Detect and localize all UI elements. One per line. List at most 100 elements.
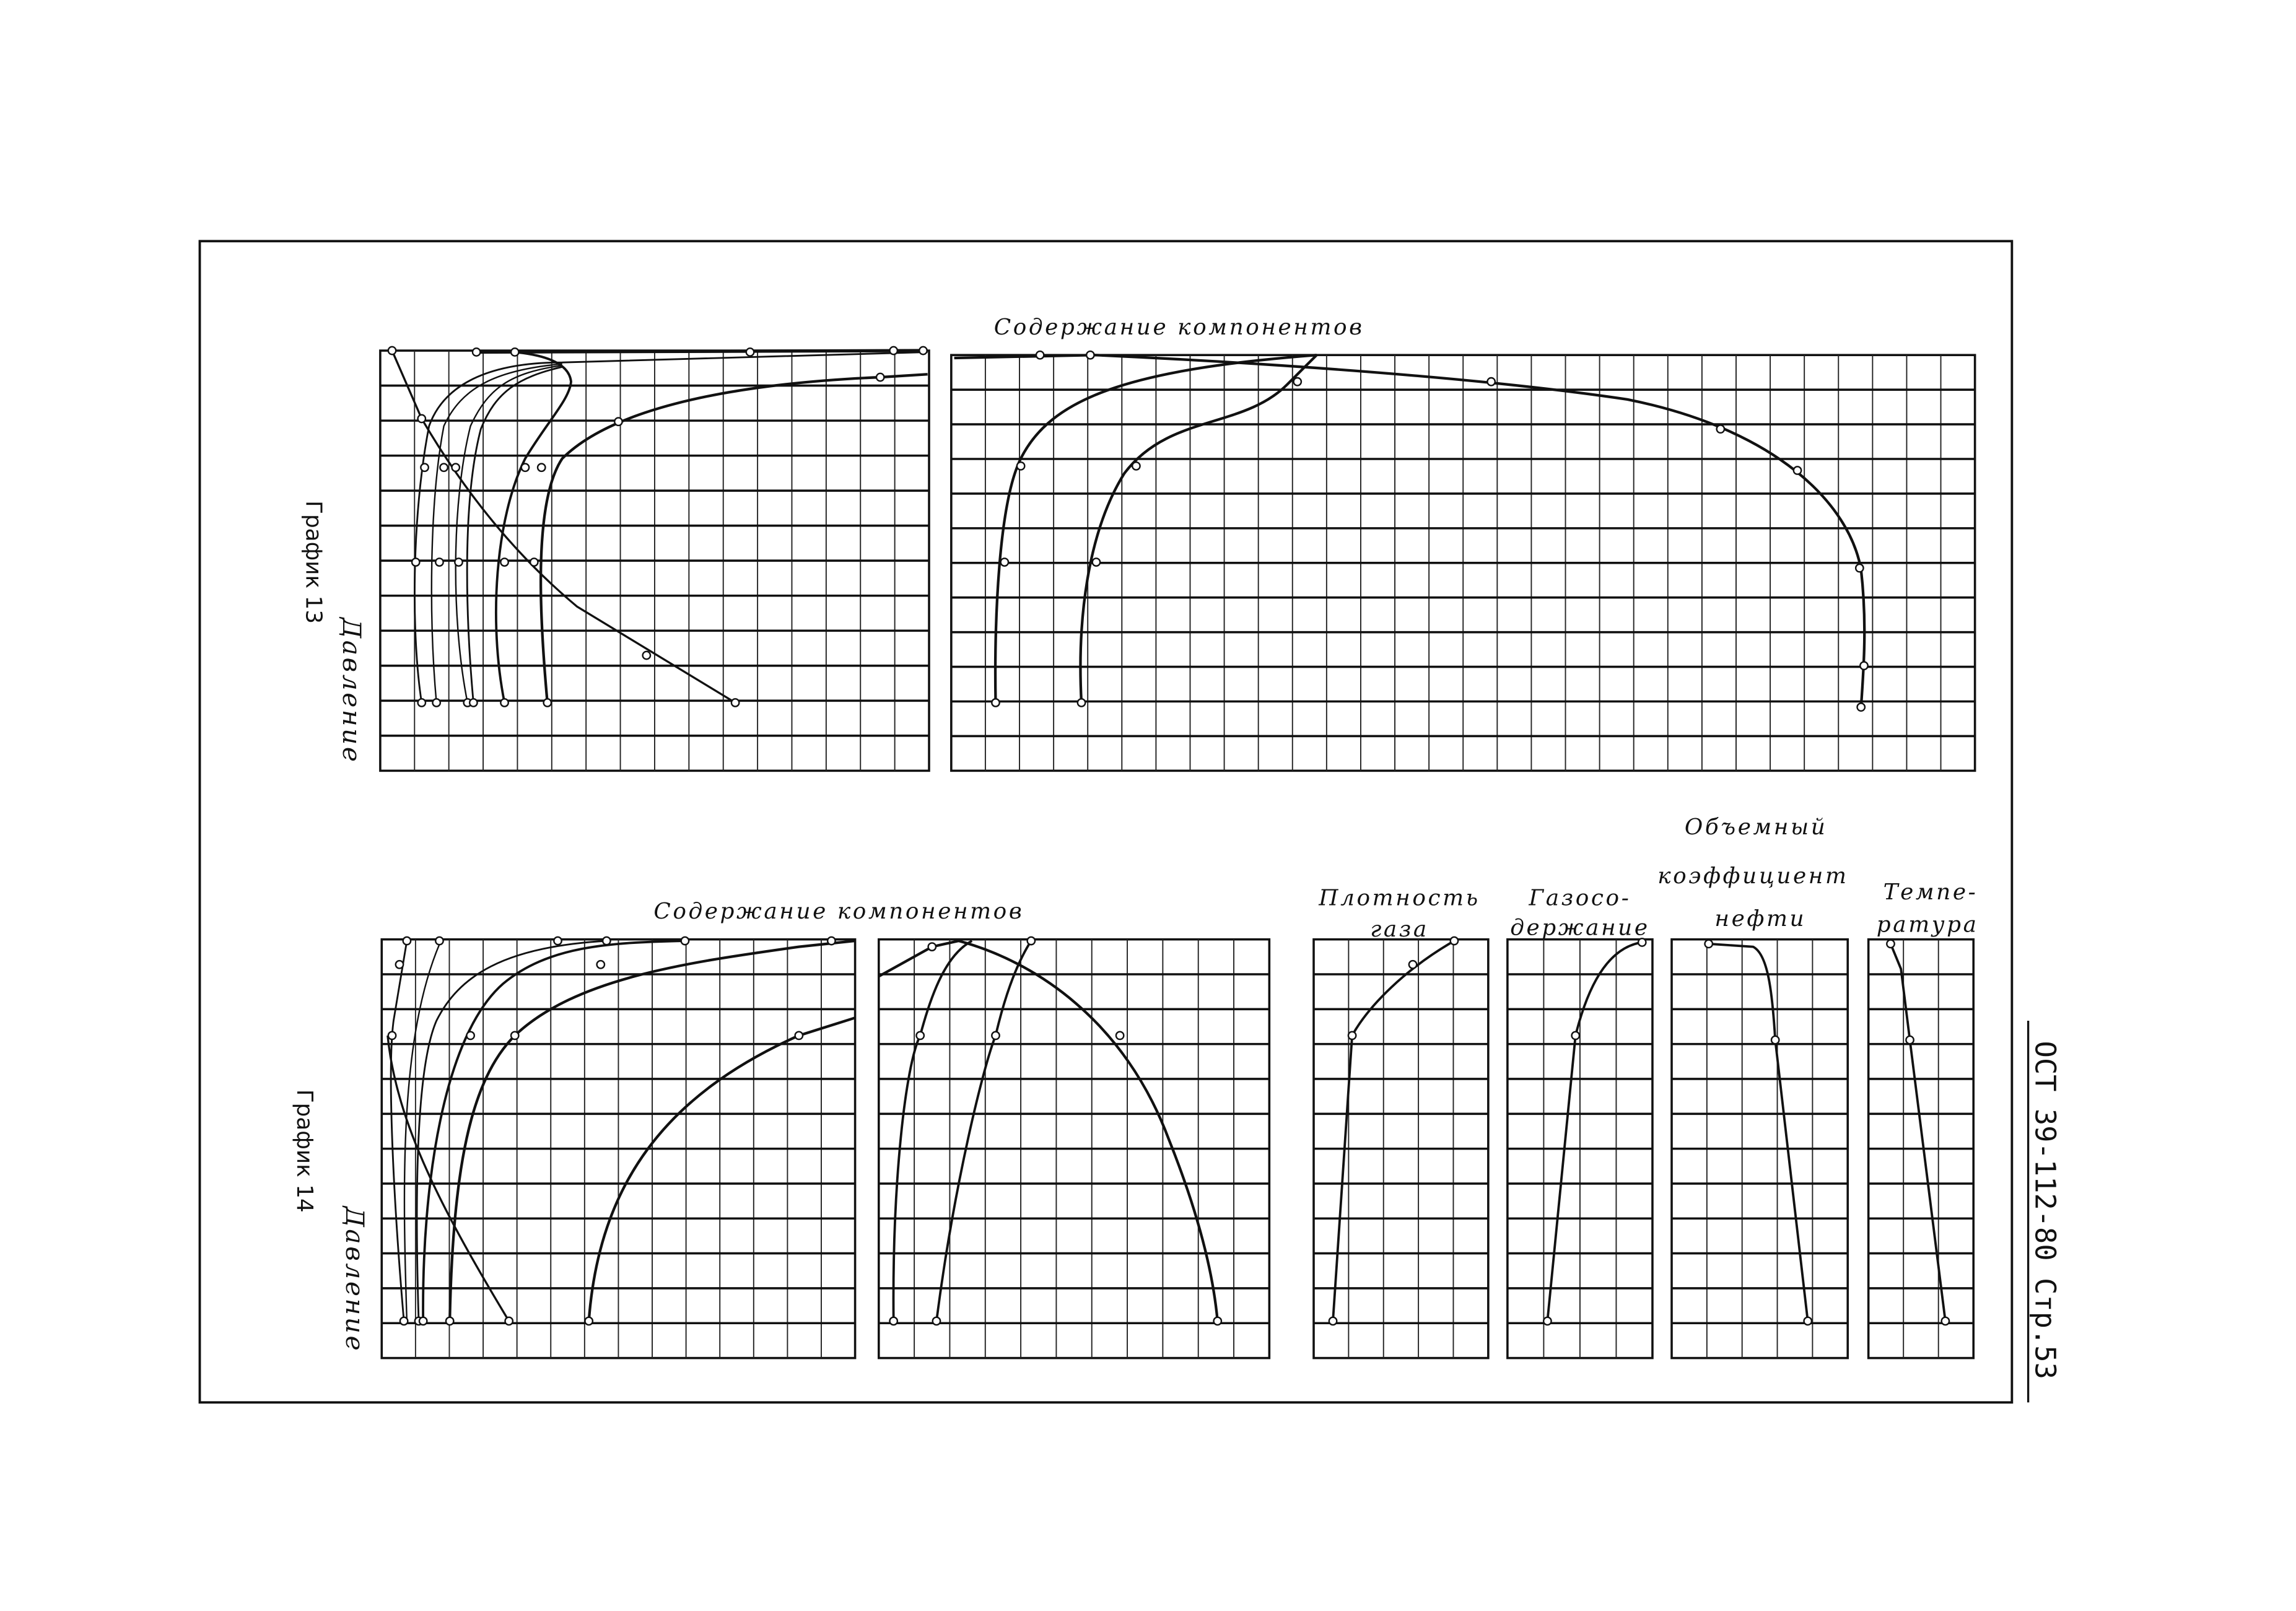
data-point-marker: [445, 1316, 455, 1326]
data-point-marker: [927, 942, 937, 951]
data-point-marker: [889, 346, 899, 356]
data-point-marker: [826, 936, 836, 946]
curve-12: [390, 940, 408, 1321]
graph13-title: График 13: [300, 500, 326, 624]
curve-21: [878, 939, 1219, 1322]
data-point-marker: [1449, 936, 1459, 946]
data-point-marker: [417, 414, 427, 424]
oil-factor-panel: [1670, 938, 1849, 1360]
data-point-marker: [1854, 563, 1864, 573]
data-point-marker: [915, 1031, 925, 1041]
data-point-marker: [1940, 1316, 1950, 1326]
data-point-markers: [387, 346, 1950, 1326]
curve-5: [466, 365, 563, 703]
graph13-right-panel: [950, 354, 1976, 772]
oil-factor-label-1: Объемный: [1685, 814, 1827, 840]
data-point-marker: [730, 698, 740, 707]
curve-14: [403, 940, 442, 1321]
curve-1: [391, 350, 736, 704]
data-point-marker: [451, 463, 461, 473]
data-point-marker: [417, 698, 427, 707]
data-point-marker: [1716, 424, 1726, 434]
data-point-marker: [875, 372, 885, 382]
data-point-marker: [435, 557, 444, 567]
curve-6: [473, 350, 572, 703]
data-point-marker: [435, 936, 444, 946]
data-point-marker: [1803, 1316, 1813, 1326]
data-point-marker: [468, 698, 478, 707]
curve-15: [416, 940, 607, 1321]
graph14-title: График 14: [292, 1089, 317, 1213]
data-point-marker: [1131, 461, 1141, 471]
data-point-marker: [536, 463, 546, 473]
data-point-marker: [991, 698, 1000, 707]
data-point-marker: [418, 1316, 428, 1326]
gas-density-panel: [1312, 938, 1490, 1360]
data-point-marker: [1076, 698, 1086, 707]
gas-density-label-1: Плотность: [1318, 886, 1480, 911]
curve-22: [1332, 940, 1455, 1321]
data-point-marker: [1026, 936, 1036, 946]
document-code: ОСТ 39-112-80 Стр.53: [2029, 1041, 2062, 1379]
data-point-marker: [680, 936, 690, 946]
graph13-y-label: Давление: [337, 616, 367, 764]
graph13-left-panel: [379, 349, 930, 772]
data-point-marker: [420, 463, 429, 473]
curve-2: [414, 351, 928, 703]
data-point-marker: [601, 936, 611, 946]
data-point-marker: [510, 1031, 520, 1041]
data-point-marker: [1016, 461, 1026, 471]
temperature-label-1: Темпе-: [1884, 880, 1978, 905]
curve-13: [386, 1035, 510, 1322]
data-point-marker: [553, 936, 562, 946]
data-point-marker: [1770, 1035, 1780, 1045]
temperature-label-2: ратура: [1877, 912, 1979, 938]
data-point-marker: [520, 463, 530, 473]
temperature-panel: [1867, 938, 1975, 1360]
graph14-y-label: Давление: [340, 1205, 370, 1353]
gas-content-label-1: Газосо-: [1528, 886, 1631, 911]
data-point-marker: [504, 1316, 514, 1326]
data-point-marker: [1486, 377, 1496, 386]
data-point-marker: [1213, 1316, 1223, 1326]
data-point-marker: [919, 346, 928, 356]
graph13-header: Содержание компонентов: [994, 315, 1364, 340]
oil-factor-label-2: коэффициент: [1657, 863, 1848, 889]
data-point-marker: [1000, 557, 1010, 567]
curves: [386, 349, 1947, 1322]
data-point-marker: [1293, 377, 1303, 386]
data-point-marker: [1859, 661, 1869, 671]
data-point-marker: [1115, 1031, 1125, 1041]
data-point-marker: [500, 557, 509, 567]
gas-density-label-2: газа: [1370, 917, 1429, 942]
data-point-marker: [991, 1031, 1000, 1041]
data-point-marker: [1637, 938, 1647, 947]
data-point-marker: [387, 1031, 397, 1041]
curve-20: [935, 940, 1032, 1322]
curve-25: [1889, 943, 1947, 1322]
curve-4: [455, 364, 562, 703]
data-point-marker: [439, 463, 449, 473]
data-point-marker: [889, 1316, 899, 1326]
data-point-marker: [395, 959, 404, 969]
data-point-marker: [529, 557, 539, 567]
data-point-marker: [642, 650, 652, 660]
data-point-marker: [1704, 939, 1714, 949]
graph14-right-panel: [878, 938, 1271, 1360]
curve-24: [1708, 942, 1809, 1322]
data-point-marker: [543, 698, 552, 707]
data-point-marker: [1905, 1035, 1914, 1045]
data-point-marker: [471, 347, 481, 357]
data-point-marker: [794, 1031, 804, 1041]
data-point-marker: [1886, 939, 1895, 949]
curve-10: [1079, 354, 1318, 703]
data-point-marker: [402, 936, 412, 946]
curve-11: [954, 354, 1866, 707]
curve-19: [892, 940, 973, 1321]
data-point-marker: [745, 347, 755, 357]
gas-content-label-2: держание: [1510, 915, 1649, 940]
data-point-marker: [387, 346, 397, 356]
data-point-marker: [1856, 702, 1866, 712]
data-point-marker: [399, 1316, 409, 1326]
